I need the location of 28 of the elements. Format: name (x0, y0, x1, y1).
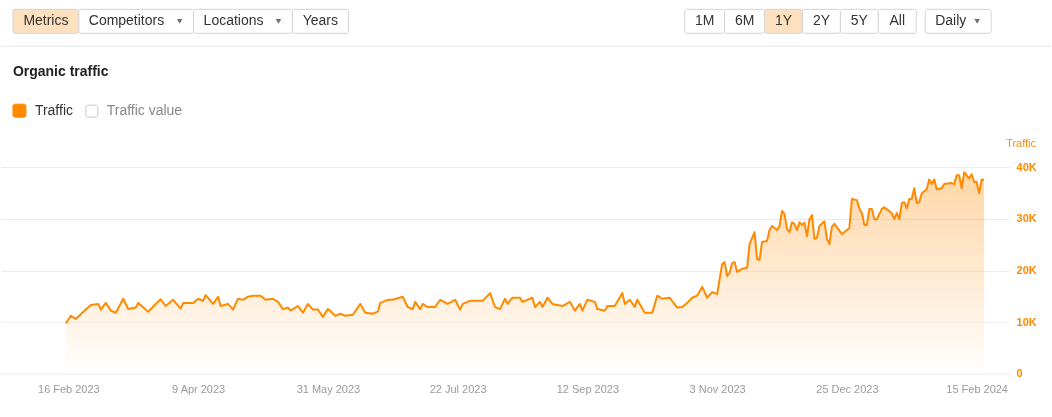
text: 1M (694, 12, 715, 29)
y-tick-label: 30K (1016, 212, 1037, 225)
x-tick-label: 31 May 2023 (296, 383, 361, 396)
y-tick-label: 20K (1016, 263, 1037, 276)
text: 2Y (812, 12, 831, 29)
text: Locations (203, 12, 264, 29)
text: Competitors (88, 12, 165, 29)
text: All (889, 12, 906, 29)
x-tick-label: 25 Dec 2023 (816, 383, 879, 396)
text: Daily (935, 12, 967, 29)
y-axis-title: Traffic (1006, 137, 1037, 150)
text: Metrics (23, 12, 69, 29)
y-tick-label: 0 (1016, 367, 1023, 380)
x-tick-label: 12 Sep 2023 (556, 383, 619, 396)
x-tick-label: 16 Feb 2023 (38, 383, 100, 396)
x-tick-label: 15 Feb 2024 (946, 383, 1008, 396)
text: Traffic value (106, 102, 183, 119)
chart-title: Organic traffic (12, 63, 109, 80)
text: 6M (734, 12, 755, 29)
y-tick-label: 10K (1016, 315, 1037, 328)
text: 1Y (774, 12, 793, 29)
text: Years (302, 12, 339, 29)
legend-label: Traffic (34, 102, 73, 119)
x-tick-label: 9 Apr 2023 (172, 383, 226, 396)
x-tick-label: 22 Jul 2023 (429, 383, 487, 396)
text: 5Y (850, 12, 869, 29)
x-tick-label: 3 Nov 2023 (689, 383, 746, 396)
y-tick-label: 40K (1016, 160, 1037, 173)
